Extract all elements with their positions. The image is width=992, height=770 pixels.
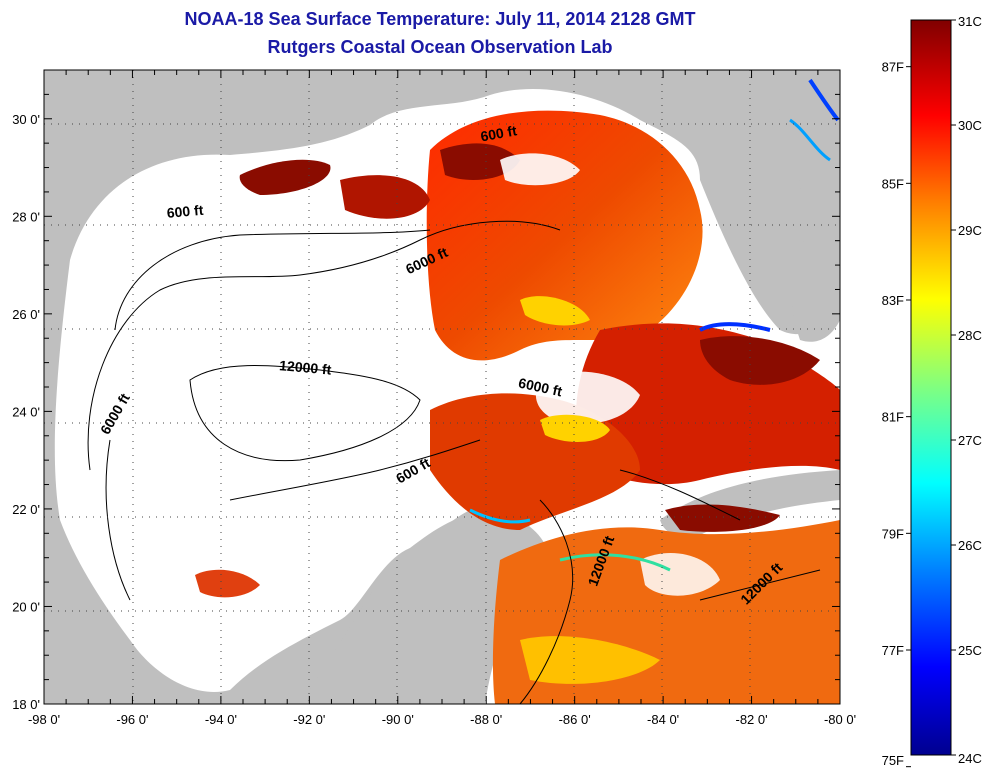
lon-tick-label: -90 0' <box>382 712 414 727</box>
sst-data-layer <box>195 78 840 704</box>
lon-tick-label: -84 0' <box>647 712 679 727</box>
contour-label: 600 ft <box>166 202 204 221</box>
colorbar-label-c: 30C <box>958 118 982 133</box>
lat-tick-label: 30 0' <box>12 112 40 127</box>
lon-tick-label: -86 0' <box>559 712 591 727</box>
axis-ticks: -98 0' -96 0' -94 0' -92 0' -90 0' -88 0' -86 … <box>12 69 856 727</box>
gridlines <box>44 70 840 704</box>
colorbar <box>910 19 952 756</box>
lat-tick-label: 24 0' <box>12 404 40 419</box>
bathymetry-contours <box>87 220 821 704</box>
colorbar-label-c: 28C <box>958 328 982 343</box>
lon-tick-label: -94 0' <box>205 712 237 727</box>
colorbar-label-f: 85F <box>882 176 904 191</box>
colorbar-label-f: 81F <box>882 410 904 425</box>
colorbar-label-f: 83F <box>882 293 904 308</box>
colorbar-label-f: 87F <box>882 60 904 75</box>
colorbar-label-f: 75F <box>882 753 904 768</box>
lat-tick-label: 28 0' <box>12 209 40 224</box>
lon-tick-label: -82 0' <box>735 712 767 727</box>
colorbar-label-f: 79F <box>882 526 904 541</box>
lon-tick-label: -96 0' <box>116 712 148 727</box>
contour-label: 600 ft <box>479 122 518 144</box>
florida-land <box>774 70 840 342</box>
lon-tick-label: -88 0' <box>470 712 502 727</box>
colorbar-label-c: 31C <box>958 14 982 29</box>
colorbar-label-c: 25C <box>958 643 982 658</box>
colorbar-labels: 31C 30C 29C 28C 27C 26C 25C 24C 87F 85F 83F 81F 79F 7… <box>882 14 982 768</box>
lon-tick-label: -80 0' <box>824 712 856 727</box>
lon-tick-label: -98 0' <box>28 712 60 727</box>
colorbar-label-c: 29C <box>958 223 982 238</box>
yucatan-land <box>300 512 549 704</box>
lat-tick-label: 18 0' <box>12 697 40 712</box>
colorbar-label-c: 26C <box>958 538 982 553</box>
contour-label: 12000 ft <box>279 357 333 378</box>
lat-tick-label: 20 0' <box>12 599 40 614</box>
lat-tick-label: 22 0' <box>12 502 40 517</box>
colorbar-label-c: 24C <box>958 751 982 766</box>
map-subtitle: Rutgers Coastal Ocean Observation Lab <box>267 37 613 57</box>
colorbar-label-c: 27C <box>958 433 982 448</box>
map-title: NOAA-18 Sea Surface Temperature: July 11… <box>184 9 696 29</box>
lat-tick-label: 26 0' <box>12 307 40 322</box>
lon-tick-label: -92 0' <box>293 712 325 727</box>
colorbar-label-f: 77F <box>882 643 904 658</box>
